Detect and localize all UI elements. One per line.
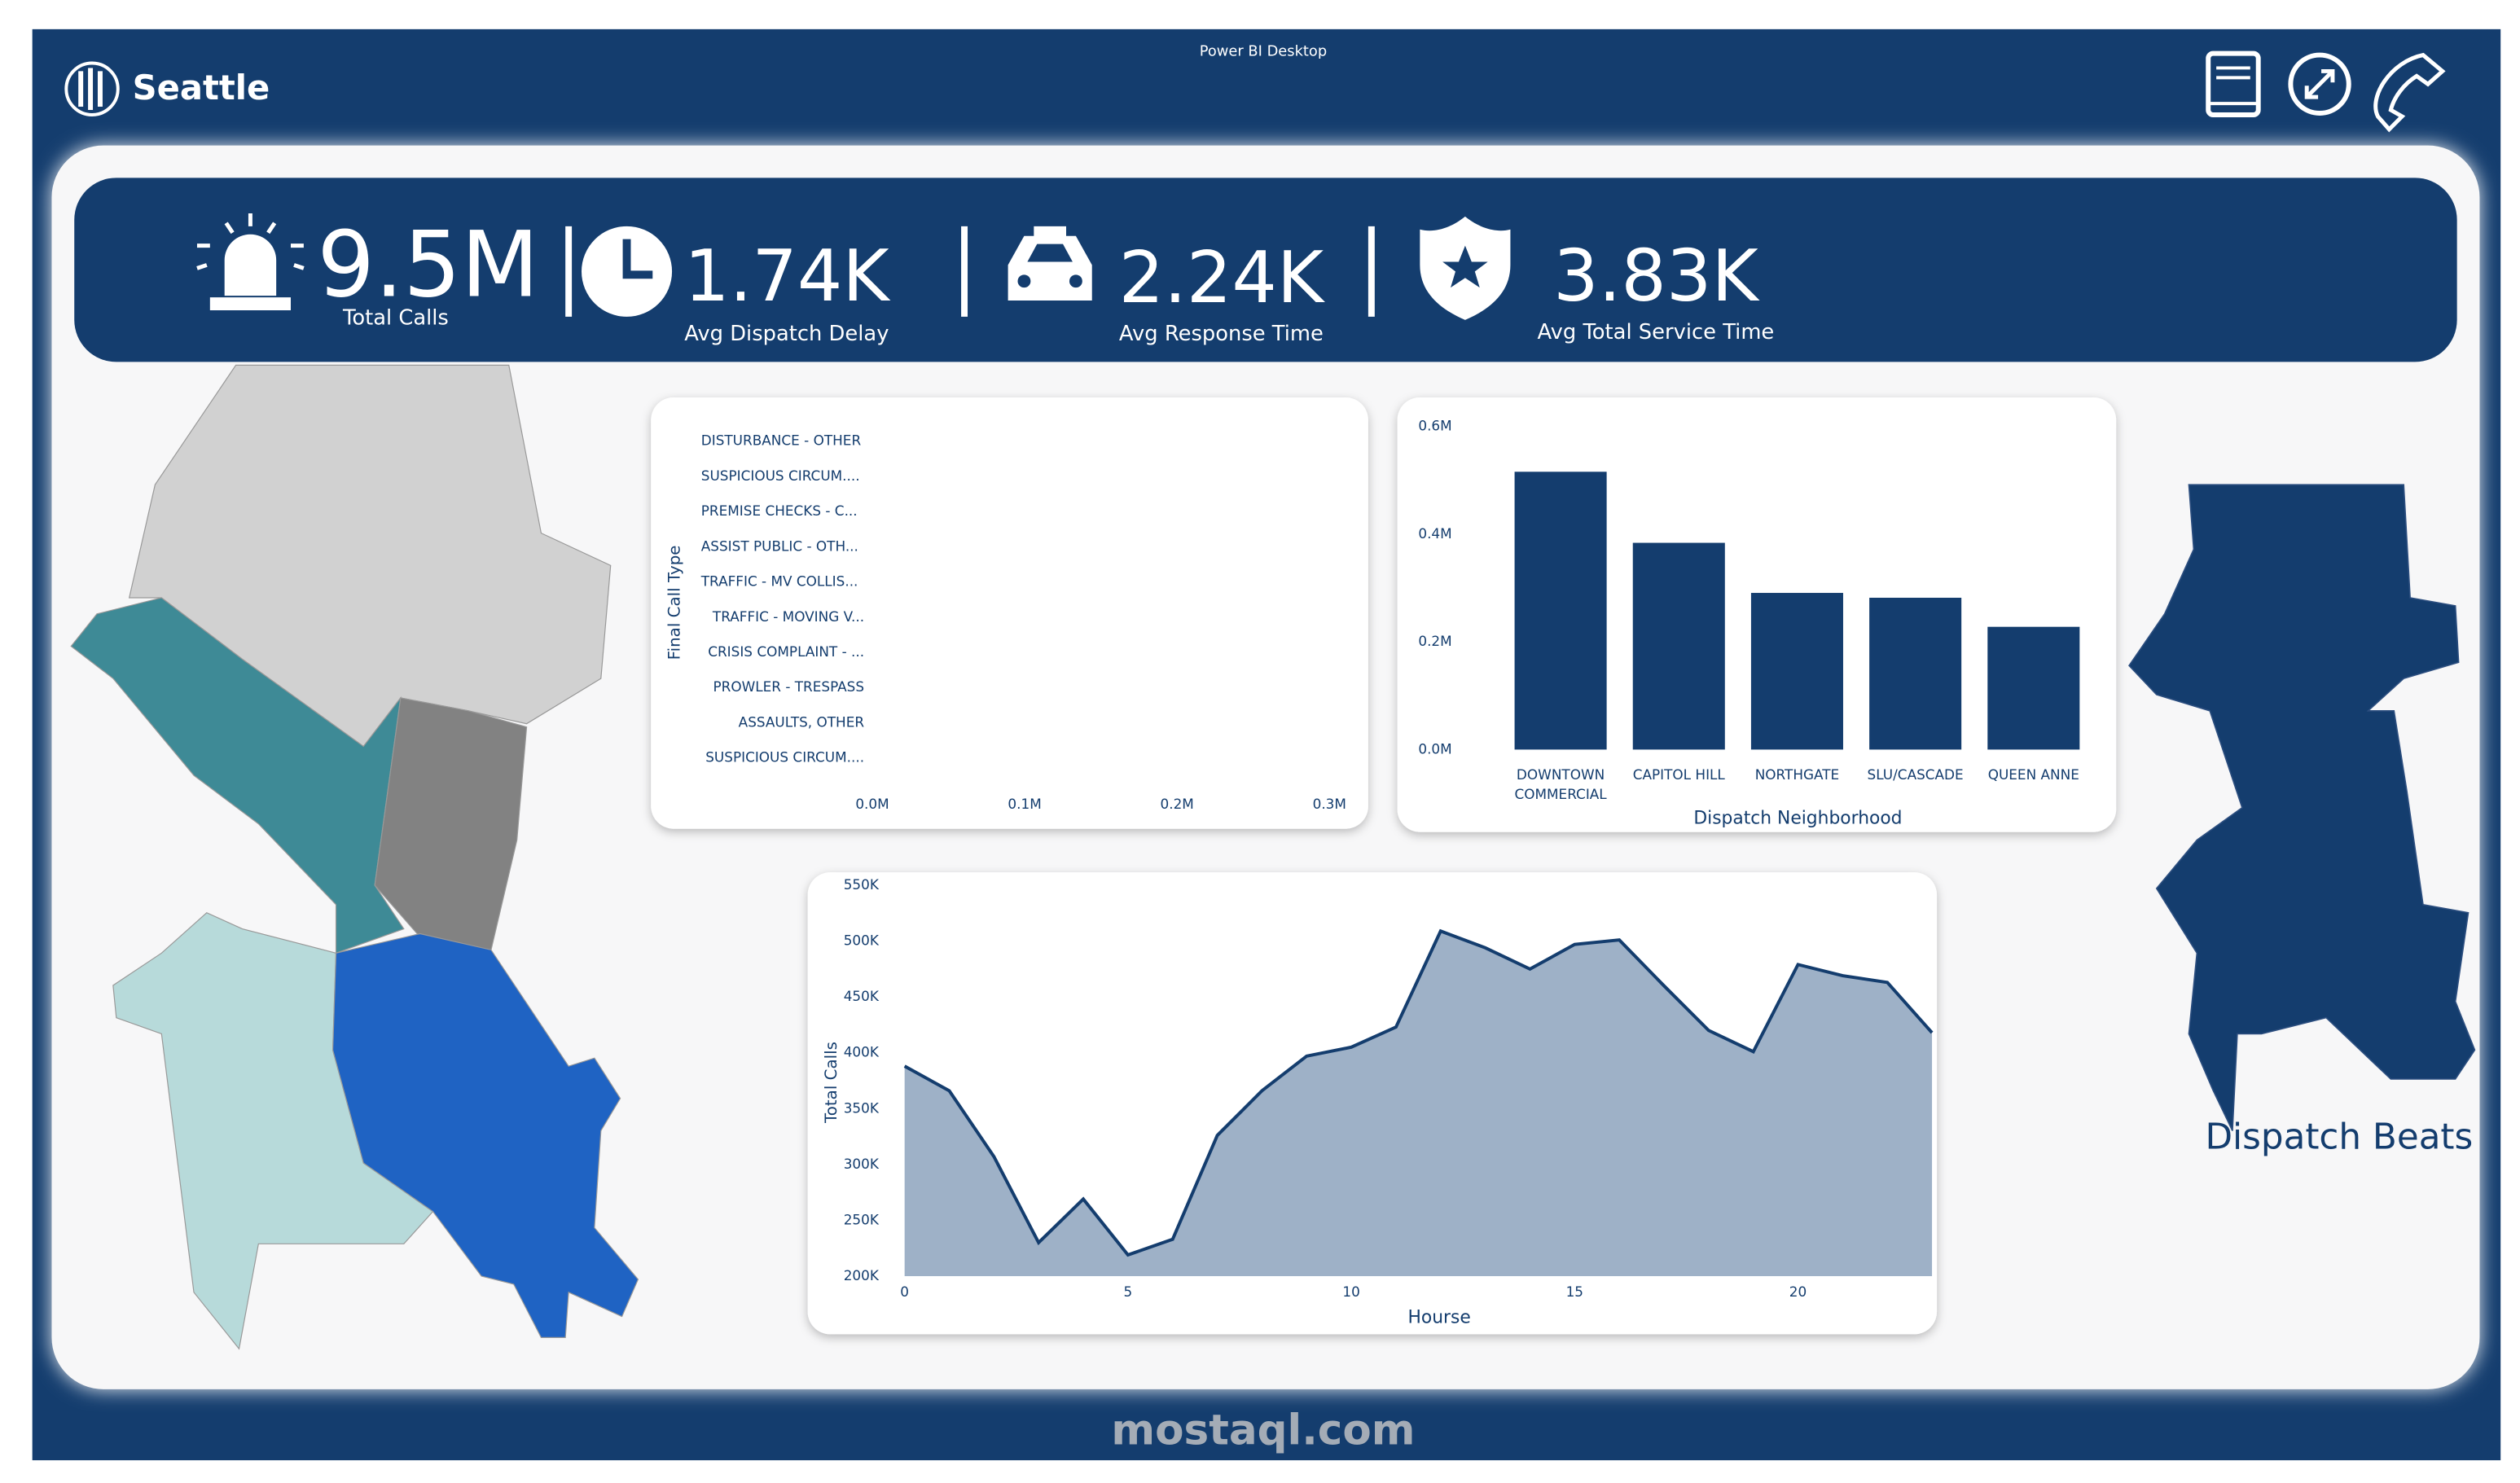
x-tick-label: SLU/CASCADE [1868,766,1964,783]
x-tick-label: 0 [900,1283,909,1300]
kpi-value: 3.83K [1553,235,1760,318]
bar [1869,597,1962,750]
kpi-value: 1.74K [684,235,891,318]
x-tick-label: 20 [1789,1283,1807,1300]
x-tick-label: 0.2M [1161,796,1194,812]
call-type-panel [651,397,1368,829]
alarm-rays [196,213,305,270]
y-axis-title: Final Call Type [665,546,684,660]
y-tick-label: SUSPICIOUS CIRCUM.... [705,749,864,766]
y-tick-label: 200K [844,1267,880,1283]
x-tick-label: QUEEN ANNE [1988,766,2079,783]
bar [1632,542,1725,750]
bar [1987,626,2080,750]
y-tick-label: 500K [844,932,880,949]
phone-icon[interactable] [2373,52,2446,133]
map-title: Dispatch Beats [2205,1117,2473,1157]
y-tick-label: 0.0M [1418,740,1451,757]
region-southeast [331,932,639,1338]
region-west [70,597,405,954]
y-tick-label: 300K [844,1156,880,1172]
y-tick-label: 0.6M [1418,418,1451,434]
x-tick-label: 0.1M [1008,796,1041,812]
kpi-divider [565,226,1375,317]
y-tick-label: 0.2M [1418,633,1451,649]
book-icon[interactable] [2206,50,2261,117]
bar [1514,472,1607,750]
precinct-map [70,364,639,1350]
expand-icon[interactable] [2288,52,2351,116]
y-tick-label: ASSAULTS, OTHER [739,713,865,730]
city-name: Seattle [133,68,270,107]
x-tick-label: 10 [1342,1283,1359,1300]
y-tick-label: TRAFFIC - MOVING V... [712,608,864,625]
taxi-light [1017,274,1031,288]
area [904,931,1933,1276]
kpi-value: 9.5M [317,213,538,318]
y-tick-label: PREMISE CHECKS - C... [701,502,858,519]
y-axis-title: Total Calls [822,1042,841,1124]
region-east [374,697,528,951]
badge-star [1442,245,1488,288]
alarm-icon [209,234,291,310]
book-lines [2208,66,2259,106]
logo-mark [78,68,103,111]
kpi-label: Avg Total Service Time [1538,320,1775,344]
x-tick-label: 5 [1124,1283,1133,1300]
y-tick-label: 250K [844,1211,880,1227]
x-tick-label: 15 [1566,1283,1583,1300]
taxi-light [1069,274,1082,288]
x-axis-title: Dispatch Neighborhood [1693,809,1902,829]
kpi-label: Avg Dispatch Delay [684,322,889,346]
y-tick-label: 350K [844,1099,880,1116]
y-tick-label: ASSIST PUBLIC - OTH... [701,537,858,554]
y-tick-label: 0.4M [1418,525,1451,542]
x-tick-label: NORTHGATE [1755,766,1839,783]
kpi-value: 2.24K [1119,236,1326,319]
x-axis-title: Hourse [1408,1308,1471,1328]
dispatch-beats-map [2128,484,2476,1131]
x-tick-label: 0.3M [1313,796,1346,812]
logo [64,61,120,116]
app-title: Power BI Desktop [1200,43,1327,60]
line [903,928,1934,1257]
y-tick-label: TRAFFIC - MV COLLIS... [700,573,858,590]
kpi-band [74,178,2457,362]
x-tick-label: 0.0M [855,796,889,812]
expand-arrow [2304,68,2335,99]
x-tick-label: CAPITOL HILL [1633,766,1726,783]
y-tick-label: 450K [844,988,880,1004]
watermark: mostaql.com [1111,1406,1415,1454]
y-tick-label: 550K [844,876,880,893]
kpi-label: Avg Response Time [1119,322,1324,346]
x-tick-label: DOWNTOWN COMMERCIAL [1514,766,1607,802]
y-tick-label: 400K [844,1044,880,1060]
y-tick-label: CRISIS COMPLAINT - ... [708,643,864,660]
bar [1750,593,1843,750]
taxi-window [1027,244,1073,262]
clock-hands [622,239,653,279]
y-tick-label: SUSPICIOUS CIRCUM.... [701,467,860,484]
y-tick-label: DISTURBANCE - OTHER [701,432,862,449]
y-tick-label: PROWLER - TRESPASS [713,678,864,695]
kpi-label: Total Calls [342,305,449,330]
